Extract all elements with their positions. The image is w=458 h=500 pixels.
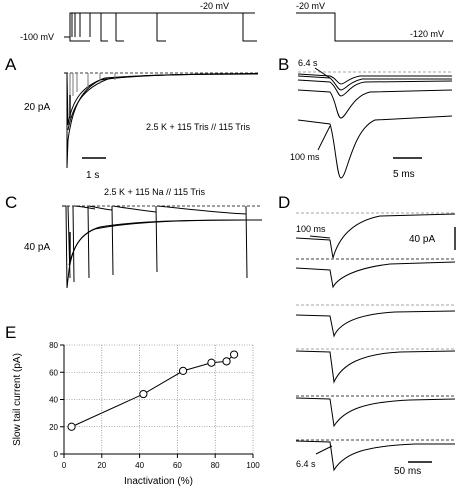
panel-d-trace-4: [295, 348, 456, 384]
y-tick-label: 80: [49, 341, 58, 350]
panel-b-start-label: -20 mV: [296, 1, 325, 11]
x-tick-label: 60: [173, 461, 182, 470]
x-tick-label: 20: [97, 461, 106, 470]
panel-b-scale-bar: 5 ms: [393, 157, 422, 180]
panel-d-trace-6: [295, 439, 455, 472]
panel-b-annot-bottom: 100 ms: [290, 152, 320, 162]
panel-c-label: C: [5, 193, 17, 212]
data-point-1: [139, 389, 148, 399]
data-point-5: [230, 350, 239, 359]
panel-a-solution: 2.5 K + 115 Tris // 115 Tris: [146, 122, 250, 132]
data-point-0: [67, 422, 76, 431]
panel-e-label: E: [5, 323, 16, 342]
panel-b-label: B: [278, 55, 289, 74]
panel-d-trace-2: [295, 258, 456, 289]
panel-d-trace-1: [295, 212, 456, 259]
panel-a-holding-label: -100 mV: [20, 32, 54, 42]
x-tick-label: 80: [211, 461, 220, 470]
panel-c-traces: [62, 205, 262, 289]
panel-b: -20 mV -120 mV B 6.4 s 100 ms 5 ms: [278, 1, 453, 180]
y-tick-label: 20: [49, 423, 58, 432]
panel-d-annot-top: 100 ms: [296, 224, 326, 234]
data-point-3: [207, 358, 216, 367]
panel-d-time-scale: 50 ms: [394, 466, 421, 477]
panel-d: D: [278, 193, 456, 477]
chart-axes: [60, 344, 254, 458]
panel-d-scale-bar: 40 pA 50 ms: [394, 227, 456, 477]
x-tick-label: 100: [246, 461, 260, 470]
x-axis-label: Inactivation (%): [124, 476, 193, 487]
data-points: [67, 350, 239, 431]
panel-c-scale-bar: 40 pA: [24, 232, 71, 260]
panel-d-trace-5: [295, 395, 456, 428]
x-tick-labels: 0 20 40 60 80 100: [62, 461, 260, 470]
panel-a-protocol: -100 mV -20 mV: [20, 1, 257, 42]
x-tick-label: 0: [62, 461, 67, 470]
y-tick-label: 0: [54, 450, 59, 459]
panel-a-time-scale: 1 s: [86, 170, 99, 181]
panel-d-traces: [295, 212, 456, 472]
panel-b-time-scale: 5 ms: [393, 169, 415, 180]
panel-e: E 0 20 40 60 80 100 0 20 40 60 80 Inactivation (%…: [5, 323, 260, 487]
panel-b-end-label: -120 mV: [410, 29, 444, 39]
y-tick-labels: 0 20 40 60 80: [49, 341, 58, 459]
panel-d-label: D: [278, 193, 290, 212]
panel-a-traces: [64, 72, 259, 169]
panel-a: -100 mV -20 mV A 20 pA 1 s 2.5 K + 115 T…: [5, 1, 259, 181]
panel-a-current-scale: 20 pA: [24, 102, 50, 113]
panel-a-label: A: [5, 55, 17, 74]
y-tick-label: 40: [49, 396, 58, 405]
panel-c: C 2.5 K + 115 Na // 115 Tris 40 pA: [5, 187, 262, 289]
y-axis-label: Slow tail current (pA): [12, 353, 23, 446]
panel-a-step-label: -20 mV: [200, 1, 229, 11]
panel-c-current-scale: 40 pA: [24, 242, 50, 253]
data-point-2: [178, 366, 188, 375]
panel-d-current-scale: 40 pA: [409, 234, 435, 245]
panel-b-protocol: -20 mV -120 mV: [296, 1, 453, 42]
x-tick-label: 40: [135, 461, 144, 470]
data-point-4: [222, 357, 231, 366]
panel-b-annot-top: 6.4 s: [298, 58, 318, 68]
panel-d-annot-bottom: 6.4 s: [296, 459, 316, 469]
panel-a-scale-bar: 20 pA 1 s: [24, 95, 106, 181]
y-tick-label: 60: [49, 368, 58, 377]
panel-d-trace-3: [295, 304, 456, 338]
panel-b-traces: [297, 67, 453, 179]
panel-c-solution: 2.5 K + 115 Na // 115 Tris: [104, 187, 205, 197]
